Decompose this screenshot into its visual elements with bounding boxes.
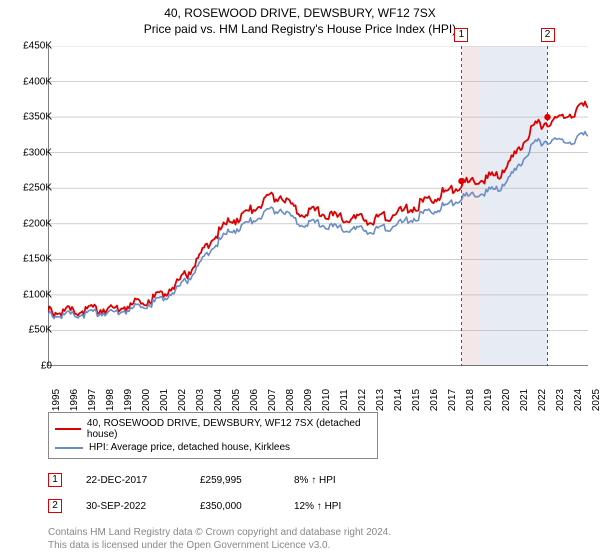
sale-date-1: 22-DEC-2017 bbox=[86, 475, 176, 486]
x-tick-label: 1999 bbox=[123, 389, 134, 411]
legend-label-1: 40, ROSEWOOD DRIVE, DEWSBURY, WF12 7SX (… bbox=[87, 418, 371, 440]
y-tick-label: £250K bbox=[23, 183, 52, 194]
sale-row-1: 1 22-DEC-2017 £259,995 8% ↑ HPI bbox=[48, 469, 588, 495]
y-tick-label: £50K bbox=[29, 325, 52, 336]
chart-container: 40, ROSEWOOD DRIVE, DEWSBURY, WF12 7SX P… bbox=[0, 0, 600, 560]
y-tick-label: £150K bbox=[23, 254, 52, 265]
sales-table: 1 22-DEC-2017 £259,995 8% ↑ HPI 2 30-SEP… bbox=[48, 469, 588, 521]
x-tick-label: 2009 bbox=[303, 389, 314, 411]
licence-line-1: Contains HM Land Registry data © Crown c… bbox=[48, 526, 588, 539]
y-tick-label: £400K bbox=[23, 76, 52, 87]
chart-svg bbox=[48, 46, 588, 366]
y-tick-label: £350K bbox=[23, 112, 52, 123]
sale-date-2: 30-SEP-2022 bbox=[86, 501, 176, 512]
x-tick-label: 1998 bbox=[105, 389, 116, 411]
x-tick-label: 2014 bbox=[393, 389, 404, 411]
legend: 40, ROSEWOOD DRIVE, DEWSBURY, WF12 7SX (… bbox=[48, 412, 588, 521]
x-tick-label: 2017 bbox=[447, 389, 458, 411]
x-tick-label: 2006 bbox=[249, 389, 260, 411]
x-tick-label: 1996 bbox=[69, 389, 80, 411]
sale-marker-2: 2 bbox=[48, 499, 62, 513]
x-tick-label: 1997 bbox=[87, 389, 98, 411]
x-tick-label: 2013 bbox=[375, 389, 386, 411]
legend-swatch-1 bbox=[55, 428, 81, 430]
x-tick-label: 2020 bbox=[501, 389, 512, 411]
x-tick-label: 2019 bbox=[483, 389, 494, 411]
x-tick-label: 2023 bbox=[555, 389, 566, 411]
sale-delta-2: 12% ↑ HPI bbox=[294, 501, 341, 512]
x-tick-label: 2000 bbox=[141, 389, 152, 411]
x-tick-label: 2016 bbox=[429, 389, 440, 411]
sale-price-1: £259,995 bbox=[200, 475, 270, 486]
y-tick-label: £200K bbox=[23, 218, 52, 229]
licence-line-2: This data is licensed under the Open Gov… bbox=[48, 539, 588, 552]
x-tick-label: 2005 bbox=[231, 389, 242, 411]
x-tick-label: 2008 bbox=[285, 389, 296, 411]
y-tick-label: £0 bbox=[41, 361, 52, 372]
chart-area: 12 bbox=[48, 46, 588, 366]
legend-swatch-2 bbox=[55, 447, 83, 449]
x-tick-label: 2002 bbox=[177, 389, 188, 411]
legend-label-2: HPI: Average price, detached house, Kirk… bbox=[89, 442, 290, 453]
sale-delta-1: 8% ↑ HPI bbox=[294, 475, 336, 486]
x-tick-label: 2004 bbox=[213, 389, 224, 411]
y-tick-label: £450K bbox=[23, 41, 52, 52]
x-tick-label: 2001 bbox=[159, 389, 170, 411]
chart-title: 40, ROSEWOOD DRIVE, DEWSBURY, WF12 7SX bbox=[0, 0, 600, 20]
sale-row-2: 2 30-SEP-2022 £350,000 12% ↑ HPI bbox=[48, 495, 588, 521]
sale-price-2: £350,000 bbox=[200, 501, 270, 512]
x-tick-label: 2015 bbox=[411, 389, 422, 411]
x-tick-label: 2010 bbox=[321, 389, 332, 411]
y-tick-label: £100K bbox=[23, 289, 52, 300]
x-tick-label: 2018 bbox=[465, 389, 476, 411]
legend-row-2: HPI: Average price, detached house, Kirk… bbox=[55, 441, 371, 454]
legend-row-1: 40, ROSEWOOD DRIVE, DEWSBURY, WF12 7SX (… bbox=[55, 417, 371, 441]
x-tick-label: 2025 bbox=[591, 389, 600, 411]
x-tick-label: 1995 bbox=[51, 389, 62, 411]
chart-subtitle: Price paid vs. HM Land Registry's House … bbox=[0, 20, 600, 42]
legend-box: 40, ROSEWOOD DRIVE, DEWSBURY, WF12 7SX (… bbox=[48, 412, 378, 459]
x-tick-label: 2024 bbox=[573, 389, 584, 411]
x-tick-label: 2011 bbox=[339, 389, 350, 411]
x-tick-label: 2003 bbox=[195, 389, 206, 411]
chart-marker-1: 1 bbox=[454, 28, 468, 42]
x-tick-label: 2012 bbox=[357, 389, 368, 411]
licence-text: Contains HM Land Registry data © Crown c… bbox=[48, 526, 588, 552]
x-tick-label: 2007 bbox=[267, 389, 278, 411]
x-tick-label: 2021 bbox=[519, 389, 530, 411]
x-tick-label: 2022 bbox=[537, 389, 548, 411]
y-tick-label: £300K bbox=[23, 147, 52, 158]
sale-marker-1: 1 bbox=[48, 473, 62, 487]
chart-marker-2: 2 bbox=[541, 28, 555, 42]
